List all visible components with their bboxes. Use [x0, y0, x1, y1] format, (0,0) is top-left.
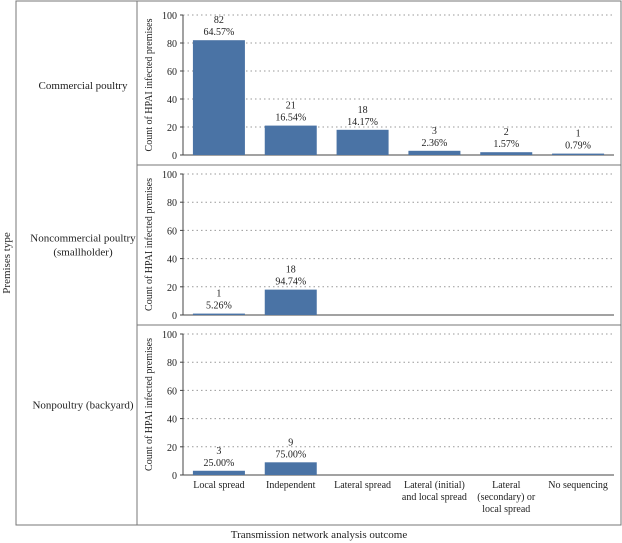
panel-3: Nonpoultry (backyard) Count of HPAI infec… — [32, 330, 614, 482]
y-tick-label: 40 — [167, 95, 177, 106]
y-tick-label: 20 — [167, 283, 177, 294]
y-tick-label: 60 — [167, 226, 177, 237]
panel-title: Nonpoultry (backyard) — [32, 400, 133, 412]
bar-percent-label: 64.57% — [203, 27, 234, 38]
y-tick-label: 0 — [172, 471, 177, 482]
x-tick-label: No sequencing — [548, 480, 608, 491]
bar-count-label: 21 — [286, 101, 296, 112]
y-tick-label: 100 — [162, 11, 177, 22]
bar-count-label: 2 — [504, 127, 509, 138]
bar-percent-label: 0.79% — [565, 141, 591, 152]
bar — [264, 125, 317, 155]
x-tick-label-line: Lateral (initial) — [404, 480, 465, 491]
panel-title-line: (smallholder) — [53, 247, 113, 259]
bar — [408, 150, 461, 155]
x-category-labels: Local spread Independent Lateral spread Lat… — [193, 480, 608, 515]
y-tick-label: 80 — [167, 198, 177, 209]
panel-title: Noncommercial poultry (smallholder) — [30, 233, 136, 259]
bar — [264, 289, 317, 315]
x-tick-label: Lateral spread — [334, 480, 391, 491]
y-tick-label: 100 — [162, 330, 177, 341]
bar — [192, 313, 245, 315]
bar — [480, 152, 533, 155]
x-axis-title: Transmission network analysis outcome — [231, 529, 408, 541]
bar-count-label: 1 — [576, 129, 581, 140]
panel-title-line: Noncommercial poultry — [30, 233, 136, 245]
bar-count-label: 18 — [286, 265, 296, 276]
bar-percent-label: 25.00% — [203, 458, 234, 469]
x-tick-label-line: and local spread — [402, 492, 467, 503]
panel-title-line: Nonpoultry (backyard) — [32, 400, 133, 412]
y-tick-label: 20 — [167, 443, 177, 454]
y-axis-title: Count of HPAI infected premises — [144, 18, 155, 151]
y-axis-title: Count of HPAI infected premises — [144, 338, 155, 471]
y-tick-label: 40 — [167, 415, 177, 426]
bar-count-label: 18 — [358, 105, 368, 116]
x-tick-label: Lateral (initial) and local spread — [402, 480, 467, 503]
x-tick-label-line: local spread — [482, 504, 530, 515]
bar-percent-label: 5.26% — [206, 301, 232, 312]
chart-outer-frame — [15, 0, 622, 526]
bar-count-label: 1 — [216, 289, 221, 300]
bar-percent-label: 2.36% — [421, 138, 447, 149]
x-tick-label-line: No sequencing — [548, 480, 608, 491]
x-tick-label-line: Local spread — [193, 480, 244, 491]
x-tick-label: Local spread — [193, 480, 244, 491]
x-tick-label-line: Independent — [266, 480, 316, 491]
x-tick-label-line: Lateral — [492, 480, 521, 491]
x-tick-label: Independent — [266, 480, 316, 491]
y-axis-title: Count of HPAI infected premises — [144, 178, 155, 311]
bar-percent-label: 75.00% — [275, 449, 306, 460]
bar-percent-label: 14.17% — [347, 117, 378, 128]
row-axis-label: Premises type — [1, 232, 13, 294]
panel-title-line: Commercial poultry — [39, 80, 128, 92]
bar-count-label: 82 — [214, 15, 224, 26]
y-tick-label: 100 — [162, 170, 177, 181]
y-tick-label: 80 — [167, 358, 177, 369]
panel-1: Commercial poultry Count of HPAI infected… — [39, 11, 614, 162]
bar-percent-label: 1.57% — [493, 139, 519, 150]
bar — [336, 129, 389, 155]
y-tick-label: 0 — [172, 151, 177, 162]
bar-count-label: 9 — [288, 437, 293, 448]
chart-panels: Commercial poultry Count of HPAI infected… — [30, 11, 621, 482]
bar — [264, 462, 317, 475]
x-tick-label-line: (secondary) or — [477, 492, 536, 503]
panel-title: Commercial poultry — [39, 80, 128, 92]
x-tick-label-line: Lateral spread — [334, 480, 391, 491]
y-tick-label: 80 — [167, 39, 177, 50]
bar-percent-label: 94.74% — [275, 277, 306, 288]
y-tick-label: 40 — [167, 255, 177, 266]
panel-2: Noncommercial poultry (smallholder) Count … — [30, 170, 614, 322]
bar-count-label: 3 — [216, 446, 221, 457]
y-tick-label: 60 — [167, 67, 177, 78]
y-tick-label: 20 — [167, 123, 177, 134]
bar-percent-label: 16.54% — [275, 113, 306, 124]
y-tick-label: 60 — [167, 386, 177, 397]
y-tick-label: 0 — [172, 311, 177, 322]
bar — [192, 40, 245, 156]
x-tick-label: Lateral (secondary) or local spread — [477, 480, 536, 515]
bar — [552, 153, 605, 155]
bar — [192, 470, 245, 475]
bar-count-label: 3 — [432, 126, 437, 137]
